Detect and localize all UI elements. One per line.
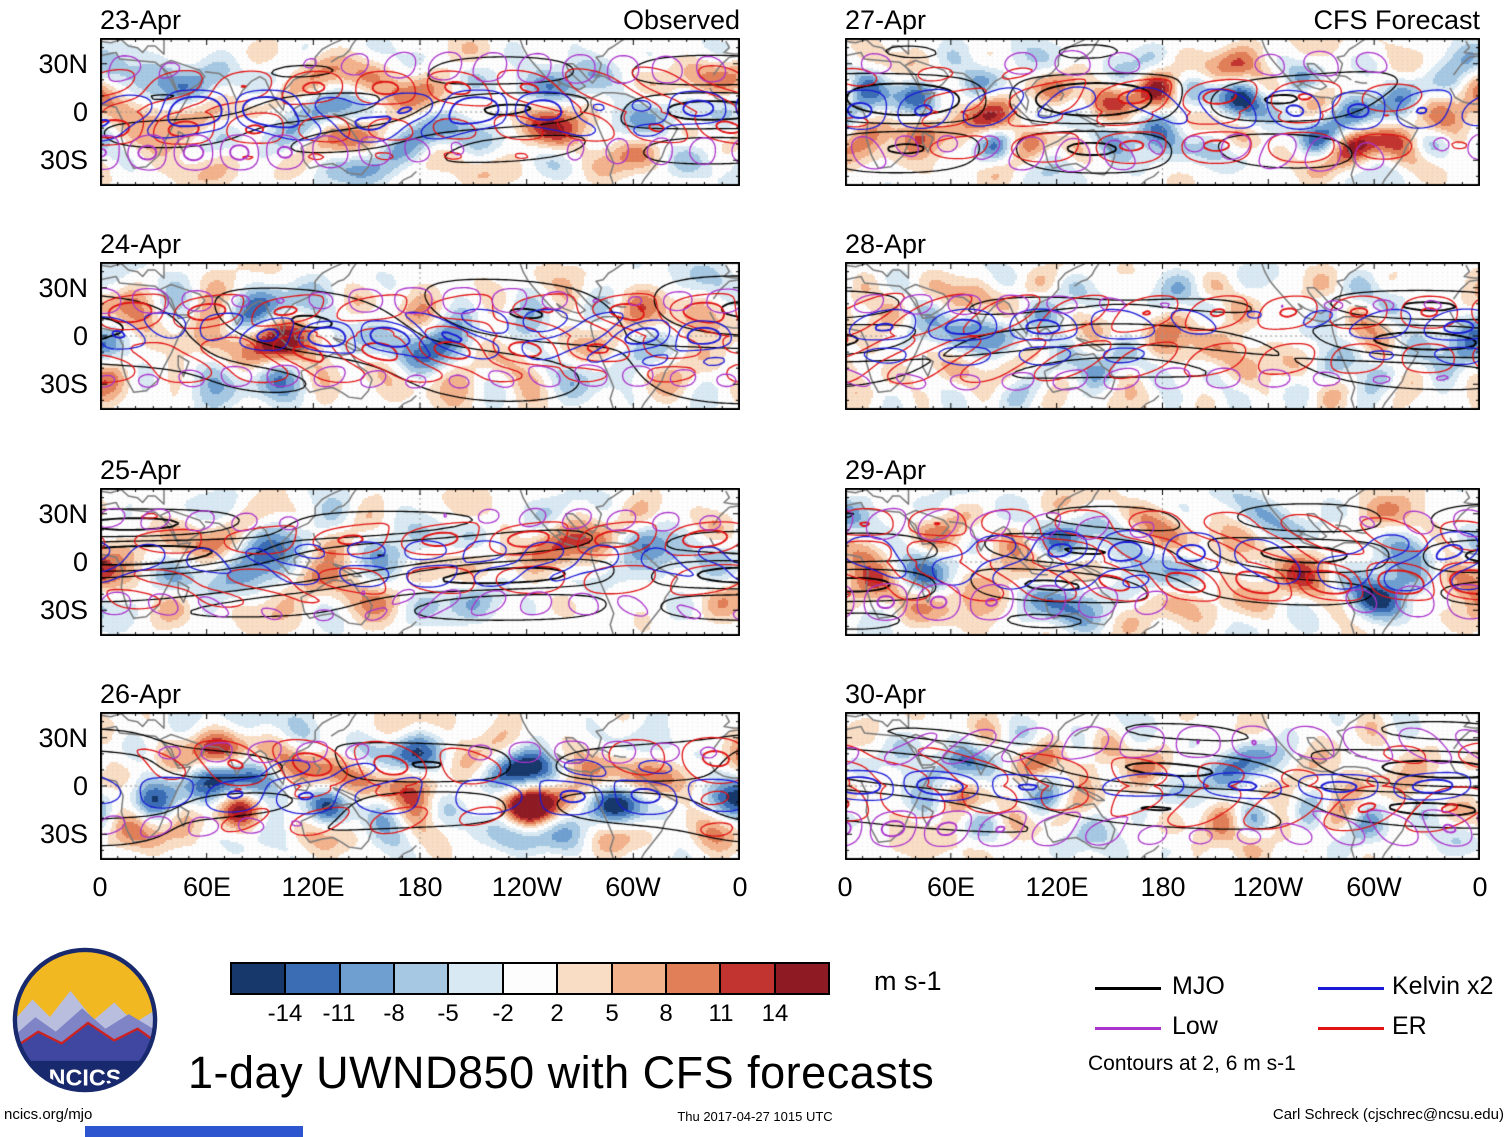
- legend-label-kelvin: Kelvin x2: [1392, 972, 1494, 1000]
- colorbar-tick: -8: [383, 1000, 405, 1027]
- colorbar: [230, 962, 830, 995]
- x-tick: 120E: [281, 872, 345, 902]
- x-tick: 120W: [1232, 872, 1304, 902]
- colorbar-tick: 11: [708, 1000, 734, 1027]
- logo-red-ridge-line: [14, 1021, 156, 1051]
- colorbar-cell: [666, 964, 722, 993]
- map-panel-27-apr: [845, 38, 1480, 186]
- figure-title: 1-day UWND850 with CFS forecasts: [188, 1047, 935, 1098]
- x-tick: 0: [1472, 872, 1488, 902]
- map-panel-29-apr: [845, 488, 1480, 636]
- colorbar-units: m s-1: [874, 966, 942, 996]
- colorbar-tick: 8: [659, 1000, 673, 1027]
- legend-label-mjo: MJO: [1172, 972, 1225, 1000]
- legend-line-kelvin: [1318, 987, 1384, 990]
- panel-date: 27-Apr: [845, 5, 927, 35]
- y-tick-30n: 30N: [38, 499, 88, 529]
- legend-label-low: Low: [1172, 1012, 1218, 1040]
- x-tick: 60E: [926, 872, 976, 902]
- ncics-logo: NCICS: [12, 947, 158, 1093]
- legend-line-low: [1095, 1027, 1161, 1030]
- y-tick-30s: 30S: [39, 145, 88, 175]
- map-panel-25-apr: [100, 488, 740, 636]
- map-panel-30-apr: [845, 712, 1480, 860]
- map-panel-26-apr: [100, 712, 740, 860]
- footer-timestamp: Thu 2017-04-27 1015 UTC: [677, 1109, 833, 1124]
- y-tick-0: 0: [72, 321, 88, 351]
- colorbar-cell: [775, 964, 828, 993]
- map-canvas: [100, 712, 740, 860]
- x-tick: 0: [732, 872, 748, 902]
- colorbar-tick: -11: [322, 1000, 356, 1027]
- colorbar-tick: -14: [267, 1000, 303, 1027]
- colorbar-tick: 14: [761, 1000, 789, 1027]
- colorbar-tick: -5: [437, 1000, 459, 1027]
- bottom-blue-strip: [85, 1126, 303, 1137]
- legend-label-er: ER: [1392, 1012, 1427, 1040]
- map-canvas: [100, 38, 740, 186]
- y-tick-0: 0: [72, 771, 88, 801]
- colorbar-cell: [721, 964, 776, 993]
- footer-author: Carl Schreck (cjschrec@ncsu.edu): [1272, 1106, 1504, 1123]
- y-tick-0: 0: [72, 97, 88, 127]
- y-tick-30s: 30S: [39, 595, 88, 625]
- cfs-forecast-header: CFS Forecast: [1313, 5, 1480, 35]
- footer-url: ncics.org/mjo: [4, 1106, 93, 1123]
- contours-note: Contours at 2, 6 m s-1: [1088, 1052, 1296, 1075]
- map-panel-23-apr: [100, 38, 740, 186]
- colorbar-tick: -2: [492, 1000, 514, 1027]
- colorbar-cell: [286, 964, 341, 993]
- x-tick: 60W: [1346, 872, 1402, 902]
- x-tick: 60E: [182, 872, 232, 902]
- colorbar-cell: [340, 964, 396, 993]
- colorbar-cell: [558, 964, 613, 993]
- logo-ring: [12, 947, 158, 1093]
- map-canvas: [845, 712, 1480, 860]
- colorbar-tick: 5: [605, 1000, 619, 1027]
- map-canvas: [100, 262, 740, 410]
- x-tick: 60W: [605, 872, 661, 902]
- legend-line-er: [1318, 1027, 1384, 1030]
- colorbar-cell: [612, 964, 667, 993]
- map-canvas: [845, 488, 1480, 636]
- colorbar-cell: [395, 964, 450, 993]
- y-tick-30n: 30N: [38, 273, 88, 303]
- legend-line-mjo: [1095, 987, 1161, 990]
- colorbar-cell: [232, 964, 287, 993]
- panel-date: 26-Apr: [100, 679, 182, 709]
- x-tick: 180: [397, 872, 443, 902]
- map-panel-24-apr: [100, 262, 740, 410]
- y-tick-0: 0: [72, 547, 88, 577]
- x-tick: 180: [1140, 872, 1186, 902]
- x-tick: 0: [837, 872, 853, 902]
- y-tick-30n: 30N: [38, 49, 88, 79]
- colorbar-cell: [449, 964, 504, 993]
- panel-date: 30-Apr: [845, 679, 927, 709]
- x-tick: 120E: [1025, 872, 1089, 902]
- map-panel-28-apr: [845, 262, 1480, 410]
- y-tick-30s: 30S: [39, 819, 88, 849]
- map-canvas: [100, 488, 740, 636]
- panel-date: 24-Apr: [100, 229, 182, 259]
- y-tick-30s: 30S: [39, 369, 88, 399]
- y-tick-30n: 30N: [38, 723, 88, 753]
- panel-date: 25-Apr: [100, 455, 182, 485]
- map-canvas: [845, 262, 1480, 410]
- colorbar-tick: 2: [550, 1000, 564, 1027]
- x-tick: 120W: [491, 872, 563, 902]
- x-tick: 0: [92, 872, 108, 902]
- panel-date: 23-Apr: [100, 5, 182, 35]
- panel-date: 29-Apr: [845, 455, 927, 485]
- panel-date: 28-Apr: [845, 229, 927, 259]
- observed-header: Observed: [622, 5, 740, 35]
- colorbar-cell: [503, 964, 559, 993]
- map-canvas: [845, 38, 1480, 186]
